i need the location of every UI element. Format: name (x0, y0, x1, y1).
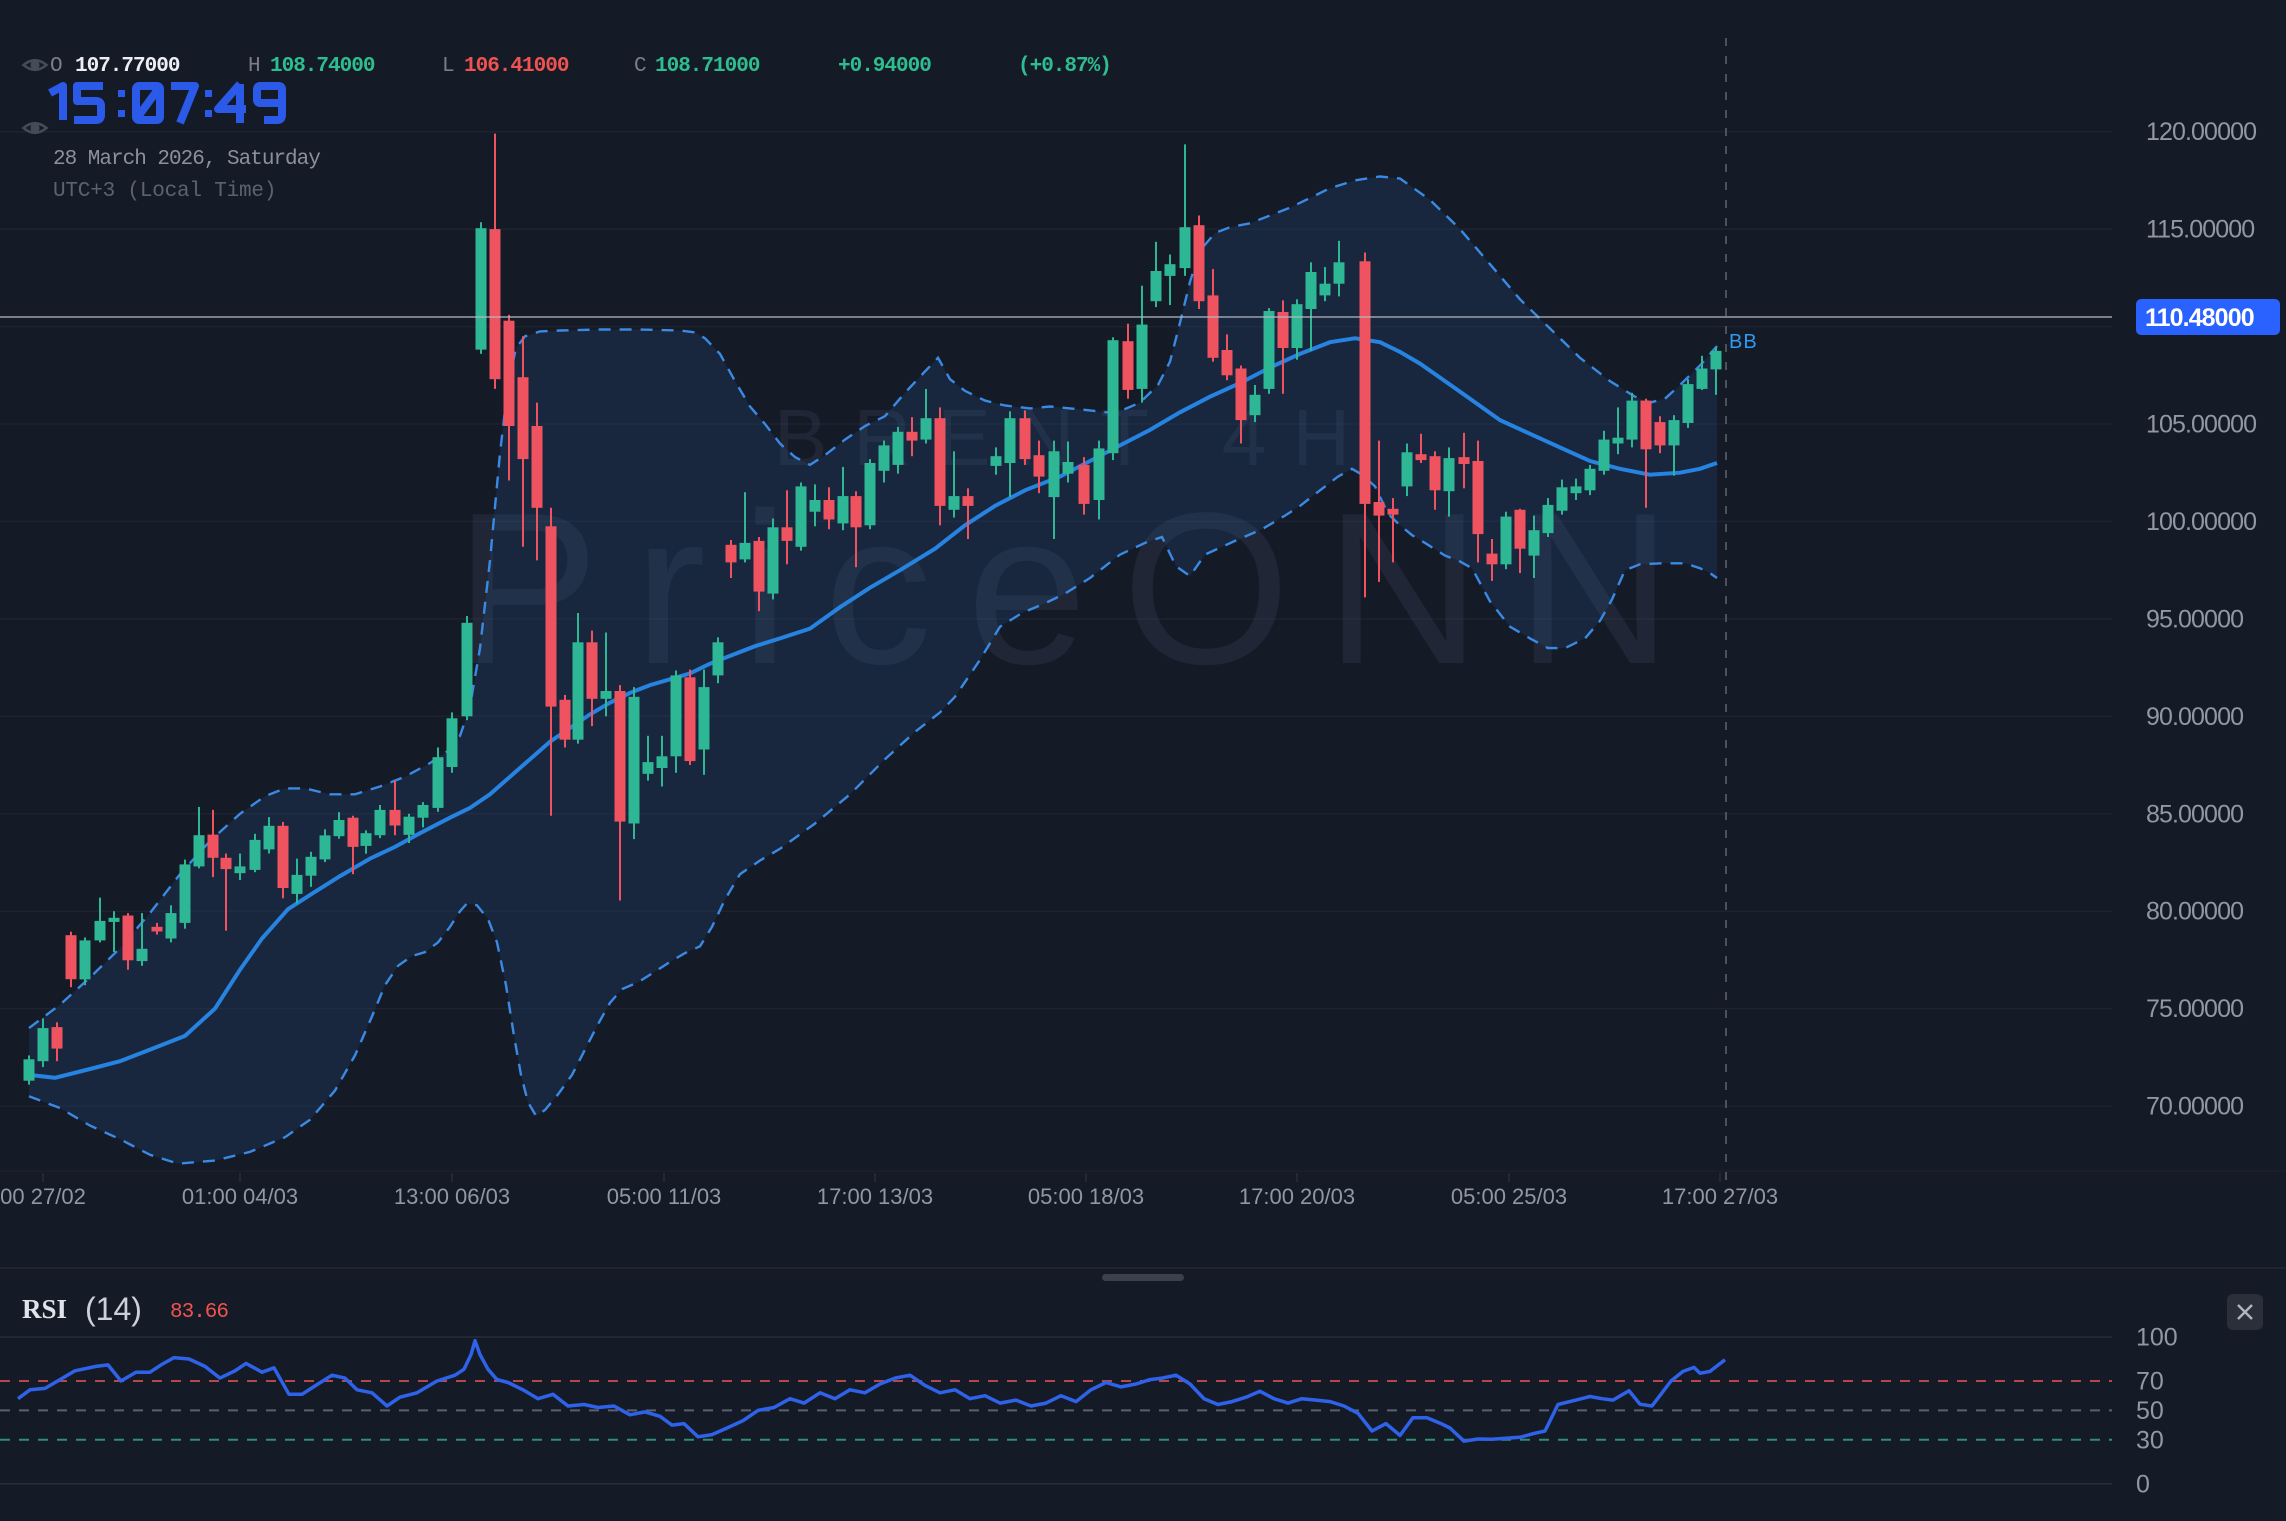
svg-text:0: 0 (2136, 1470, 2150, 1498)
svg-text:L: L (442, 55, 454, 78)
svg-text:17:00 20/03: 17:00 20/03 (1239, 1184, 1355, 1209)
svg-text:05:00 25/03: 05:00 25/03 (1451, 1184, 1567, 1209)
svg-text:PriceONN: PriceONN (455, 467, 1707, 709)
svg-text:115.00000: 115.00000 (2146, 216, 2254, 244)
svg-text:RSI: RSI (22, 1294, 67, 1324)
svg-text:106.41000: 106.41000 (464, 55, 569, 78)
svg-text:28 March 2026, Saturday: 28 March 2026, Saturday (53, 148, 320, 171)
svg-text:107.77000: 107.77000 (75, 55, 180, 78)
svg-text:90.00000: 90.00000 (2146, 703, 2243, 731)
svg-text:70: 70 (2136, 1368, 2164, 1396)
svg-text:13:00 06/03: 13:00 06/03 (394, 1184, 510, 1209)
svg-text:17:00 13/03: 17:00 13/03 (817, 1184, 933, 1209)
svg-text:108.74000: 108.74000 (270, 55, 375, 78)
svg-text:85.00000: 85.00000 (2146, 800, 2243, 828)
svg-text:(14): (14) (85, 1291, 142, 1327)
svg-text:80.00000: 80.00000 (2146, 898, 2243, 926)
svg-text:95.00000: 95.00000 (2146, 605, 2243, 633)
svg-text:01:00 04/03: 01:00 04/03 (182, 1184, 298, 1209)
svg-text:50: 50 (2136, 1397, 2164, 1425)
svg-text:UTC+3 (Local Time): UTC+3 (Local Time) (53, 180, 276, 203)
svg-text:83.66: 83.66 (170, 1301, 228, 1324)
svg-text:105.00000: 105.00000 (2146, 411, 2256, 439)
svg-text:110.48000: 110.48000 (2145, 304, 2254, 332)
svg-text:100: 100 (2136, 1324, 2178, 1352)
svg-text:C: C (634, 55, 646, 78)
svg-text:05:00 18/03: 05:00 18/03 (1028, 1184, 1144, 1209)
svg-text:100.00000: 100.00000 (2146, 508, 2256, 536)
svg-text:BB: BB (1729, 331, 1758, 353)
svg-text:75.00000: 75.00000 (2146, 995, 2243, 1023)
svg-text:30: 30 (2136, 1426, 2164, 1454)
svg-text:70.00000: 70.00000 (2146, 1093, 2243, 1121)
svg-text:H: H (248, 55, 260, 78)
svg-text:00 27/02: 00 27/02 (0, 1184, 86, 1209)
svg-text:120.00000: 120.00000 (2146, 118, 2256, 146)
svg-text:17:00 27/03: 17:00 27/03 (1662, 1184, 1778, 1209)
svg-text:108.71000: 108.71000 (655, 55, 760, 78)
svg-text:+0.94000: +0.94000 (838, 55, 931, 78)
svg-text:O: O (50, 55, 62, 78)
svg-text:05:00 11/03: 05:00 11/03 (607, 1184, 722, 1209)
svg-text:(+0.87%): (+0.87%) (1018, 55, 1111, 78)
